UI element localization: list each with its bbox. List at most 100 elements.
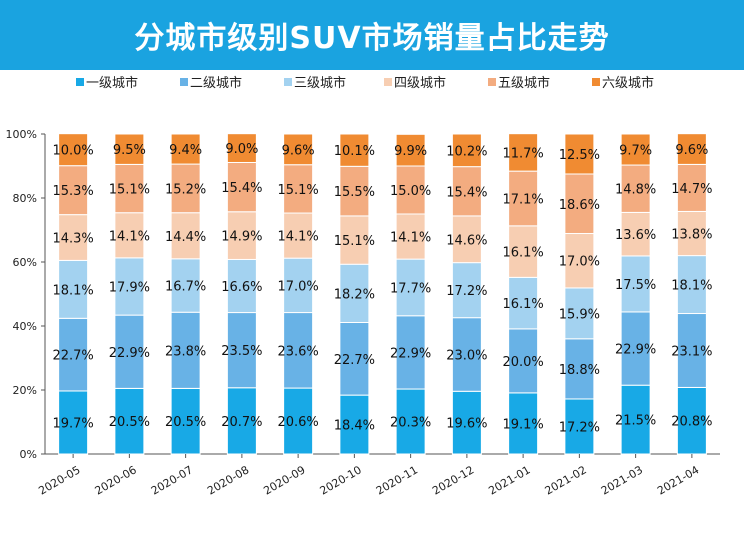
bar-segment bbox=[58, 259, 89, 319]
data-label: 17.0% bbox=[559, 255, 600, 270]
data-label: 17.5% bbox=[615, 278, 656, 293]
legend-swatch bbox=[180, 78, 188, 86]
data-label: 14.9% bbox=[221, 230, 262, 245]
data-label: 19.7% bbox=[52, 416, 93, 431]
data-label: 20.5% bbox=[165, 415, 206, 430]
bar-segment bbox=[339, 133, 370, 167]
y-tick-label: 60% bbox=[13, 256, 37, 269]
data-label: 15.9% bbox=[559, 307, 600, 322]
bar-segment bbox=[620, 255, 651, 313]
data-label: 22.7% bbox=[334, 353, 375, 368]
bar-segment bbox=[508, 328, 539, 394]
data-label: 9.6% bbox=[675, 143, 708, 158]
bar-segment bbox=[676, 386, 707, 455]
data-label: 20.7% bbox=[221, 415, 262, 430]
bar-segment bbox=[676, 313, 707, 388]
bar-segment bbox=[451, 390, 482, 455]
data-label: 18.6% bbox=[559, 198, 600, 213]
data-label: 14.8% bbox=[615, 183, 656, 198]
data-label: 14.1% bbox=[390, 231, 431, 246]
data-label: 20.6% bbox=[277, 415, 318, 430]
bar-segment bbox=[676, 133, 707, 165]
bar-segment bbox=[226, 258, 257, 314]
legend-label: 六级城市 bbox=[602, 75, 654, 91]
bar-segment bbox=[395, 213, 426, 260]
data-label: 15.1% bbox=[277, 183, 318, 198]
data-label: 23.6% bbox=[277, 344, 318, 359]
bar-segment bbox=[114, 163, 145, 214]
x-tick-label: 2020-11 bbox=[374, 463, 420, 497]
bar-segment bbox=[620, 311, 651, 386]
bar-segment bbox=[114, 212, 145, 259]
bar-segment bbox=[564, 173, 595, 235]
data-label: 18.1% bbox=[52, 283, 93, 298]
bar-segment bbox=[226, 133, 257, 163]
legend-swatch bbox=[284, 78, 292, 86]
bar-segment bbox=[451, 215, 482, 264]
data-label: 15.4% bbox=[446, 185, 487, 200]
data-label: 23.5% bbox=[221, 344, 262, 359]
data-label: 18.8% bbox=[559, 363, 600, 378]
bar-segment bbox=[58, 165, 89, 216]
legend-label: 三级城市 bbox=[294, 75, 346, 91]
bar-segment bbox=[283, 212, 314, 259]
data-label: 22.9% bbox=[390, 346, 431, 361]
bar-segment bbox=[564, 338, 595, 400]
x-tick-label: 2020-09 bbox=[261, 463, 307, 497]
data-label: 14.1% bbox=[109, 229, 150, 244]
data-label: 15.1% bbox=[334, 234, 375, 249]
bar-segment bbox=[283, 387, 314, 455]
bar-segment bbox=[170, 387, 201, 455]
data-label: 20.8% bbox=[671, 415, 712, 430]
x-tick-label: 2020-06 bbox=[93, 463, 139, 497]
bar-segment bbox=[114, 314, 145, 389]
data-label: 19.1% bbox=[502, 417, 543, 432]
data-label: 19.6% bbox=[446, 417, 487, 432]
legend-item: 六级城市 bbox=[592, 75, 654, 91]
bar-segment bbox=[339, 215, 370, 265]
data-label: 9.7% bbox=[619, 144, 652, 159]
x-tick-label: 2020-12 bbox=[430, 463, 476, 497]
data-label: 12.5% bbox=[559, 148, 600, 163]
legend-label: 一级城市 bbox=[86, 75, 138, 91]
x-tick-label: 2020-05 bbox=[36, 463, 82, 497]
data-label: 9.0% bbox=[225, 142, 258, 157]
legend-item: 三级城市 bbox=[284, 75, 346, 91]
x-tick-label: 2021-04 bbox=[655, 463, 701, 497]
data-label: 9.6% bbox=[282, 143, 315, 158]
bar-segment bbox=[395, 165, 426, 215]
data-label: 23.1% bbox=[671, 344, 712, 359]
bar-segment bbox=[58, 133, 89, 167]
bar-segment bbox=[395, 133, 426, 167]
bar-segment bbox=[564, 287, 595, 340]
bar-segment bbox=[620, 164, 651, 213]
x-tick-label: 2021-01 bbox=[486, 463, 532, 497]
bar-segment bbox=[564, 233, 595, 289]
x-tick-label: 2020-07 bbox=[149, 463, 195, 497]
data-label: 22.9% bbox=[109, 346, 150, 361]
legend-swatch bbox=[384, 78, 392, 86]
data-label: 18.1% bbox=[671, 279, 712, 294]
data-label: 17.7% bbox=[390, 281, 431, 296]
data-label: 21.5% bbox=[615, 414, 656, 429]
x-tick-label: 2021-03 bbox=[599, 463, 645, 497]
data-label: 15.5% bbox=[334, 185, 375, 200]
data-label: 15.2% bbox=[165, 182, 206, 197]
legend-label: 五级城市 bbox=[498, 75, 550, 91]
bar-segment bbox=[451, 166, 482, 217]
bar-segment bbox=[676, 210, 707, 257]
y-tick-label: 20% bbox=[13, 384, 37, 397]
data-label: 22.7% bbox=[52, 349, 93, 364]
legend-label: 二级城市 bbox=[190, 75, 242, 91]
data-label: 15.4% bbox=[221, 181, 262, 196]
data-label: 18.2% bbox=[334, 287, 375, 302]
bar-segment bbox=[620, 384, 651, 455]
bar-segment bbox=[508, 276, 539, 330]
data-label: 10.2% bbox=[446, 144, 487, 159]
bar-segment bbox=[170, 258, 201, 313]
legend-item: 五级城市 bbox=[488, 75, 550, 91]
data-label: 16.6% bbox=[221, 280, 262, 295]
legend-item: 四级城市 bbox=[384, 75, 446, 91]
data-label: 13.6% bbox=[615, 228, 656, 243]
